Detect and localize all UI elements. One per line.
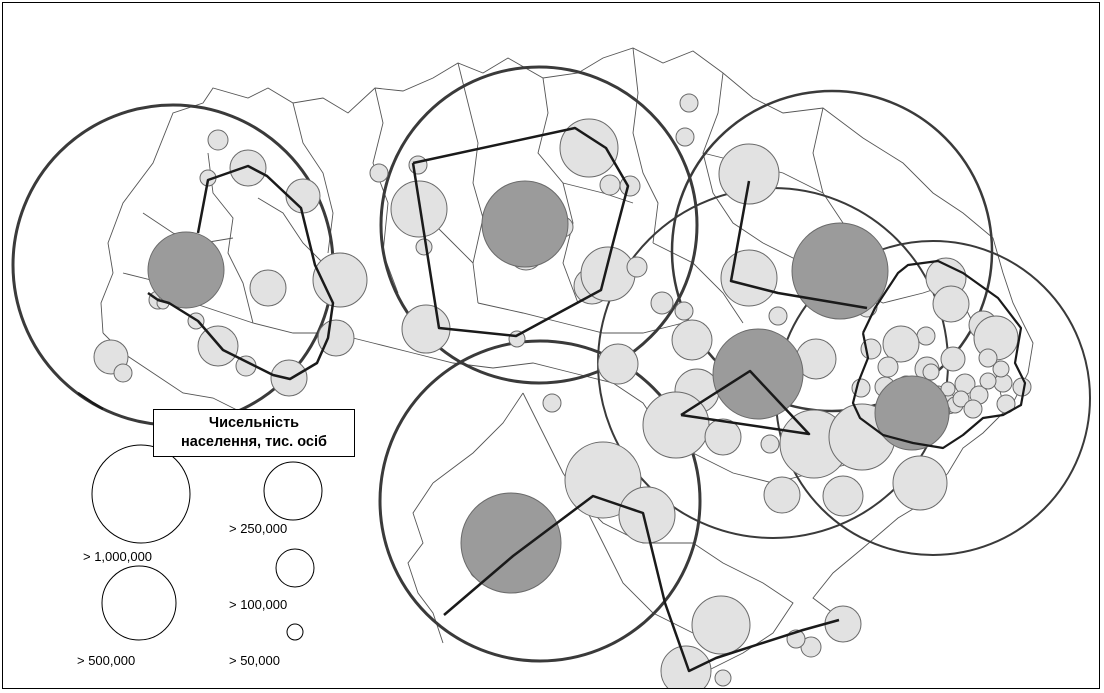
region-border xyxy=(407,482,444,644)
city-symbol xyxy=(542,393,562,413)
city-symbol xyxy=(760,434,780,454)
city-symbol xyxy=(704,418,742,456)
city-symbols xyxy=(93,93,1032,688)
region-border xyxy=(292,102,334,254)
urban-cluster-outline xyxy=(851,259,1027,450)
city-symbol xyxy=(718,143,780,205)
city-symbol xyxy=(822,475,864,517)
hub-city-symbol xyxy=(460,492,562,594)
city-symbol xyxy=(882,325,920,363)
city-symbol xyxy=(312,252,368,308)
city-symbol xyxy=(940,346,966,372)
city-symbol xyxy=(892,455,948,511)
city-symbol xyxy=(564,441,642,519)
city-symbol xyxy=(963,399,983,419)
city-symbol xyxy=(671,319,713,361)
city-symbol xyxy=(679,93,699,113)
city-symbol xyxy=(691,595,751,655)
hub-city-symbol xyxy=(712,328,804,420)
legend-symbol-500000 xyxy=(101,565,177,641)
legend-symbol-50000 xyxy=(286,623,304,641)
route-line xyxy=(77,391,104,411)
region-border xyxy=(562,182,634,204)
city-symbol xyxy=(714,669,732,687)
city-symbol xyxy=(979,372,997,390)
service-zone-circle xyxy=(378,339,702,663)
legend-label-500000: > 500,000 xyxy=(77,653,136,668)
city-symbol xyxy=(768,306,788,326)
city-symbol xyxy=(285,178,321,214)
city-symbol xyxy=(720,249,778,307)
city-symbol xyxy=(916,326,936,346)
region-border xyxy=(457,62,484,304)
city-symbol xyxy=(408,155,428,175)
route-line xyxy=(729,180,868,310)
route-line xyxy=(443,494,840,673)
legend-symbol-100000 xyxy=(275,548,315,588)
city-symbol xyxy=(599,174,621,196)
service-zone-circle xyxy=(379,65,699,385)
city-symbol xyxy=(660,645,712,688)
city-symbol xyxy=(626,256,648,278)
region-border xyxy=(477,302,684,334)
city-symbol xyxy=(113,363,133,383)
city-symbol xyxy=(207,129,229,151)
hub-city-symbol xyxy=(481,180,569,268)
city-symbol xyxy=(675,127,695,147)
service-zone-circle xyxy=(670,89,994,413)
region-border xyxy=(692,542,794,674)
city-symbol xyxy=(650,291,674,315)
legend-label-250000: > 250,000 xyxy=(229,521,288,536)
route-line xyxy=(147,164,335,381)
city-symbol xyxy=(763,476,801,514)
city-symbol xyxy=(824,605,862,643)
hub-city-symbol xyxy=(791,222,889,320)
city-symbol xyxy=(317,319,355,357)
legend-label-1000000: > 1,000,000 xyxy=(83,549,153,564)
city-symbol xyxy=(415,238,433,256)
map-canvas xyxy=(11,47,1091,688)
route-line xyxy=(411,126,630,338)
region-border xyxy=(332,332,614,384)
region-border xyxy=(100,47,1034,614)
city-symbol xyxy=(992,360,1010,378)
legend-symbols xyxy=(91,444,323,641)
city-symbol xyxy=(922,363,940,381)
legend-title: Чисельність населення, тис. осіб xyxy=(153,409,355,457)
hub-city-symbol xyxy=(874,375,950,451)
city-symbol xyxy=(369,163,389,183)
city-symbol xyxy=(674,301,694,321)
route-lines xyxy=(77,126,1027,673)
city-symbol xyxy=(877,356,899,378)
legend-symbol-1000000 xyxy=(91,444,191,544)
legend-title-line2: населення, тис. осіб xyxy=(181,434,327,450)
city-symbol xyxy=(1012,377,1032,397)
city-symbol xyxy=(952,390,970,408)
city-symbol xyxy=(559,118,619,178)
city-symbol xyxy=(597,343,639,385)
region-border xyxy=(632,47,659,244)
city-symbol xyxy=(249,269,287,307)
city-symbol xyxy=(978,348,998,368)
legend-symbol-250000 xyxy=(263,461,323,521)
legend-title-line1: Чисельність xyxy=(208,415,300,431)
hub-city-symbol xyxy=(147,231,225,309)
route-line xyxy=(680,369,811,436)
region-border xyxy=(432,392,524,484)
region-border xyxy=(582,502,694,634)
city-symbol xyxy=(642,391,710,459)
region-border xyxy=(207,152,254,324)
city-symbol xyxy=(580,246,636,302)
legend-label-50000: > 50,000 xyxy=(229,653,280,668)
region-border xyxy=(702,72,764,244)
city-symbol xyxy=(618,486,676,544)
city-symbol xyxy=(229,149,267,187)
city-symbol xyxy=(932,285,970,323)
legend-label-100000: > 100,000 xyxy=(229,597,288,612)
region-borders xyxy=(100,47,1034,674)
city-symbol xyxy=(940,381,956,397)
